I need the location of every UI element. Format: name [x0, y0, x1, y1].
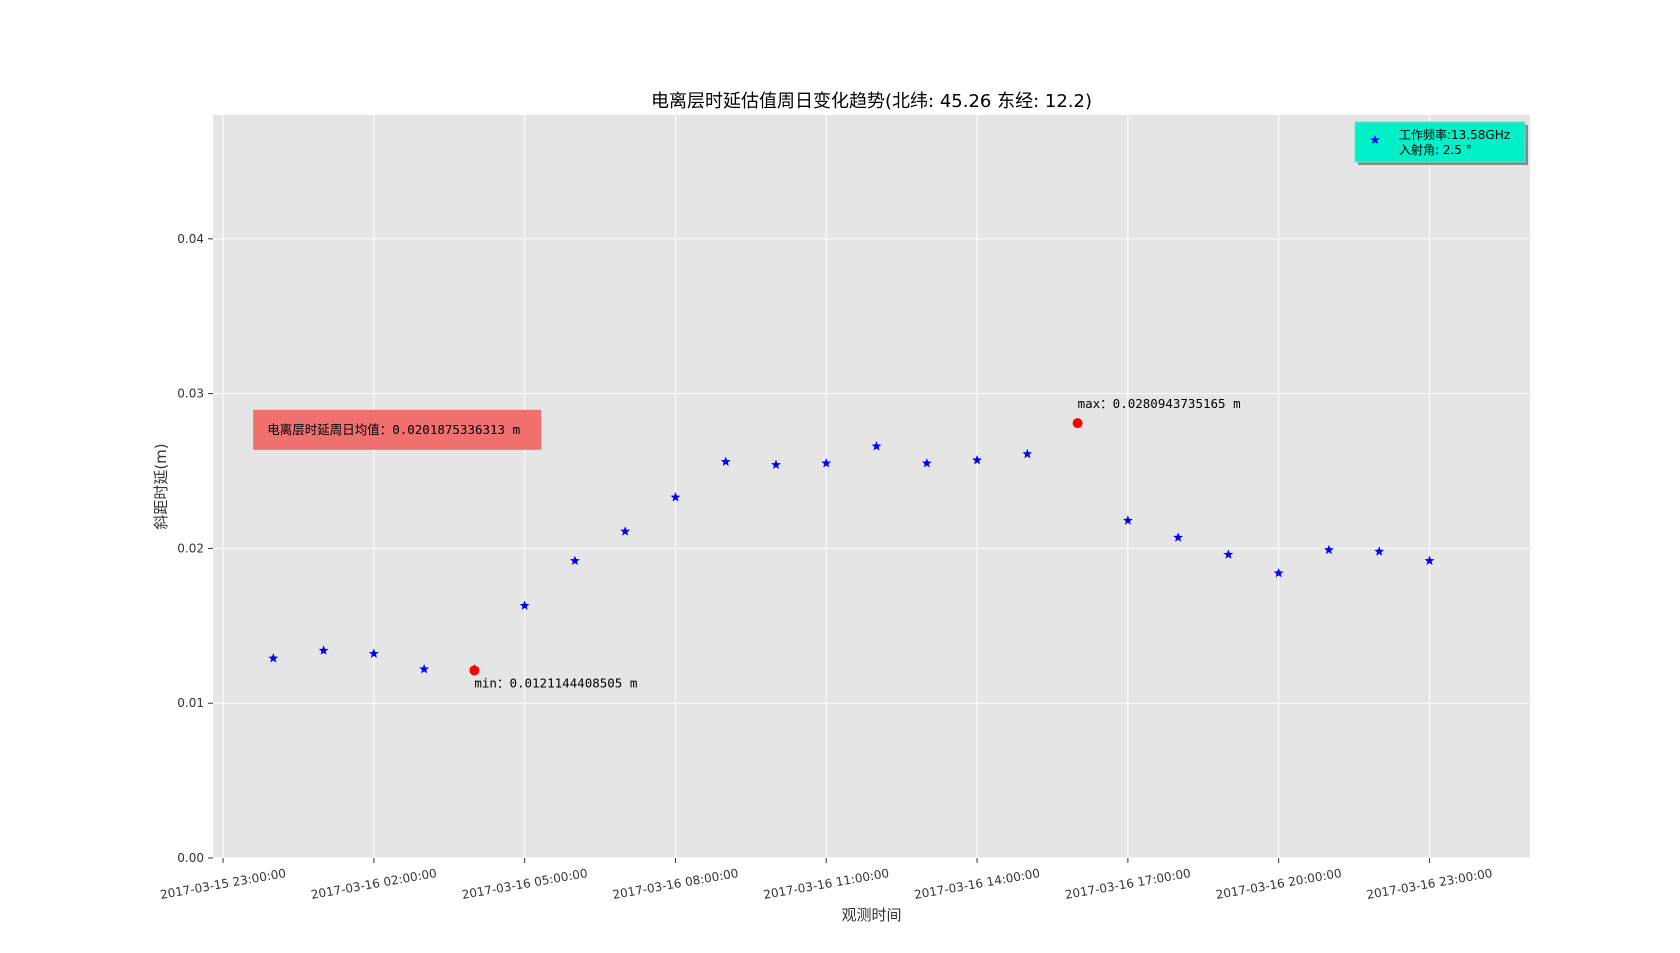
- x-tick-label: 2017-03-16 05:00:00: [461, 866, 589, 902]
- chart-title: 电离层时延估值周日变化趋势(北纬: 45.26 东经: 12.2): [651, 91, 1092, 112]
- y-tick-label: 0.03: [177, 387, 204, 401]
- data-point: [921, 458, 932, 468]
- data-point: [1323, 544, 1334, 555]
- x-tick-label: 2017-03-16 14:00:00: [913, 866, 1041, 902]
- data-point: [771, 459, 781, 470]
- data-point: [1122, 515, 1133, 525]
- data-point: [1173, 532, 1184, 542]
- x-tick-label: 2017-03-16 11:00:00: [762, 866, 890, 902]
- min-label: min：0.0121144408505 m: [474, 675, 637, 690]
- data-point: [368, 648, 379, 658]
- x-tick-label: 2017-03-16 08:00:00: [611, 866, 739, 902]
- data-point: [1273, 567, 1284, 578]
- extreme-points: min：0.0121144408505 m max：0.0280943735165…: [469, 396, 1241, 690]
- data-point: [720, 456, 731, 466]
- x-tick-label: 2017-03-16 20:00:00: [1215, 866, 1343, 902]
- data-point: [268, 653, 279, 663]
- mean-box: [253, 409, 542, 450]
- data-point: [1223, 549, 1234, 559]
- x-axis-label: 观测时间: [841, 906, 901, 924]
- data-point: [519, 600, 530, 610]
- data-point: [670, 492, 681, 502]
- x-tick-label: 2017-03-16 17:00:00: [1064, 866, 1192, 902]
- x-tick-label: 2017-03-16 23:00:00: [1365, 866, 1493, 902]
- data-point: [1374, 546, 1385, 556]
- max-label: max：0.0280943735165 m: [1078, 396, 1241, 411]
- data-point: [419, 663, 430, 674]
- legend-marker: [1370, 135, 1380, 145]
- legend-box: [1354, 121, 1526, 163]
- plot-area: [213, 115, 1530, 858]
- mean-label: 电离层时延周日均值：0.0201875336313 m: [267, 422, 520, 437]
- y-axis-label: 斜距时延(m): [152, 443, 170, 529]
- grid-lines: [213, 115, 1530, 859]
- legend-line-2: 入射角: 2.5 °: [1399, 142, 1472, 157]
- min-point: [469, 665, 480, 676]
- y-tick-label: 0.00: [177, 851, 204, 865]
- y-tick-label: 0.01: [177, 696, 204, 710]
- data-point: [318, 645, 329, 655]
- y-tick-label: 0.04: [177, 232, 204, 246]
- x-tick-label: 2017-03-15 23:00:00: [159, 866, 287, 902]
- data-point: [1022, 448, 1033, 459]
- data-point: [821, 458, 832, 468]
- y-tick-label: 0.02: [177, 541, 204, 555]
- data-point: [972, 454, 983, 465]
- data-point: [569, 555, 580, 566]
- data-point: [871, 441, 882, 451]
- x-tick-label: 2017-03-16 02:00:00: [310, 866, 438, 902]
- max-point: [1072, 418, 1083, 429]
- mean-annotation: 电离层时延周日均值：0.0201875336313 m: [253, 409, 542, 450]
- legend-line-1: 工作频率:13.58GHz: [1399, 127, 1510, 142]
- data-point: [1424, 555, 1435, 566]
- data-point: [620, 526, 631, 536]
